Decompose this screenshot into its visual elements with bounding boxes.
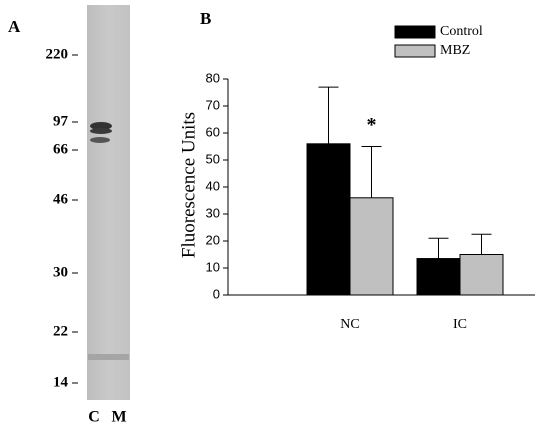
marker-label: 66: [53, 141, 69, 157]
y-tick-label: 40: [206, 178, 220, 193]
y-tick-label: 80: [206, 70, 220, 85]
panel-label: B: [200, 9, 211, 28]
y-tick-label: 0: [213, 286, 220, 301]
marker-label: 220: [46, 46, 69, 62]
lane-label: M: [111, 409, 126, 426]
y-tick-label: 30: [206, 205, 220, 220]
bar: [416, 258, 461, 296]
gel-band: [90, 122, 112, 130]
legend-label: Control: [440, 24, 483, 39]
y-axis-title: Fluorescence Units: [178, 112, 199, 258]
legend-swatch: [394, 25, 436, 39]
panel-label: A: [8, 17, 21, 36]
gel-image: [87, 5, 130, 400]
lane-label: C: [88, 409, 100, 426]
marker-label: 30: [53, 264, 68, 280]
legend-label: MBZ: [440, 43, 470, 58]
gel-band: [90, 128, 112, 134]
y-tick-label: 20: [206, 232, 220, 247]
legend-swatch: [394, 44, 436, 58]
bar: [306, 143, 351, 296]
x-tick-label: IC: [453, 317, 467, 332]
y-tick-label: 60: [206, 124, 220, 139]
gel-band: [88, 354, 129, 360]
marker-label: 97: [53, 113, 69, 129]
marker-label: 46: [53, 191, 69, 207]
marker-label: 22: [53, 323, 68, 339]
x-tick-label: NC: [340, 317, 359, 332]
y-tick-label: 50: [206, 151, 220, 166]
y-tick-label: 10: [206, 259, 220, 274]
bar: [349, 197, 394, 296]
annotation: *: [367, 114, 377, 136]
y-tick-label: 70: [206, 97, 220, 112]
marker-label: 14: [53, 374, 69, 390]
bar: [459, 254, 504, 296]
gel-band: [90, 137, 110, 143]
